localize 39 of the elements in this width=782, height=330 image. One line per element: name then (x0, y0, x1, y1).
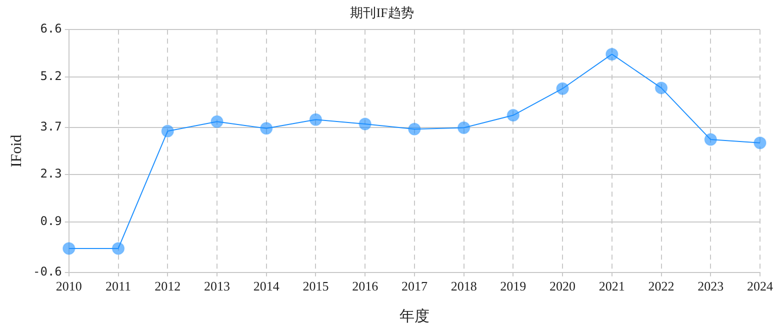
point (457, 121, 470, 134)
x-axis-title: 年度 (399, 308, 430, 325)
chart-title: 期刊IF趋势 (350, 5, 414, 20)
y-tick-label: -0.6 (32, 264, 62, 279)
point (62, 242, 76, 255)
y-axis-title: IFoid (8, 134, 25, 168)
point (161, 124, 174, 138)
x-tick-label: 2018 (450, 278, 477, 294)
point (654, 81, 668, 94)
point (408, 122, 421, 136)
x-tick-label: 2022 (648, 278, 674, 294)
y-tick-label: 3.7 (40, 120, 62, 134)
y-tick-label: 5.2 (40, 68, 62, 83)
point (704, 133, 718, 146)
x-tick-label: 2010 (56, 278, 82, 294)
x-tick-label: 2021 (598, 278, 625, 294)
point (309, 113, 322, 126)
point (754, 136, 766, 150)
x-tick-label: 2013 (204, 278, 230, 294)
point (556, 82, 570, 96)
x-tick-label: 2012 (154, 278, 181, 294)
x-tick-label: 2020 (550, 278, 576, 294)
y-tick-label: 0.9 (40, 214, 62, 228)
point (260, 122, 273, 135)
x-tick-label: 2016 (352, 278, 379, 294)
x-tick-label: 2023 (698, 278, 724, 294)
x-tick-label: 2024 (747, 278, 774, 294)
point (210, 115, 224, 128)
y-tick-label: 2.3 (40, 166, 62, 181)
x-tick-label: 2019 (500, 278, 526, 294)
x-tick-label: 2017 (401, 278, 428, 294)
x-tick-label: 2015 (302, 278, 329, 294)
point (112, 242, 125, 255)
y-tick-label: 6.6 (40, 22, 62, 36)
x-tick-label: 2014 (253, 278, 280, 294)
point (358, 118, 372, 131)
x-tick-label: 2011 (105, 278, 132, 294)
point (605, 48, 618, 61)
point (506, 108, 520, 122)
